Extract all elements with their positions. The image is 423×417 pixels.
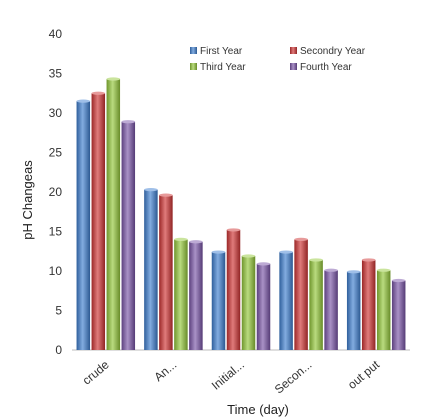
x-category-label: Initial... [209,358,247,393]
legend-swatch-third-year [190,63,197,70]
bar-top-highlight [346,270,361,274]
x-category-label: out put [345,357,383,392]
bar-third-year-secon [309,259,323,350]
bar-top-highlight [91,91,106,95]
bar-third-year-an [174,239,188,350]
y-tick-label: 0 [55,343,62,357]
y-tick-label: 35 [49,67,63,81]
legend-swatch-fourth-year [290,63,297,70]
bar-top-highlight [121,120,136,124]
y-tick-label: 15 [49,225,63,239]
legend-label-first-year: First Year [200,46,243,57]
y-tick-label: 25 [49,146,63,160]
bar-top-highlight [226,228,241,232]
bar-top-highlight [211,250,226,254]
bar-fourth-year-out-put [391,280,406,350]
bar-secondry-year-initial [226,229,241,350]
bar-first-year-out-put [346,271,361,350]
bar-top-highlight [279,250,293,254]
bar-third-year-crude [106,79,121,350]
y-tick-label: 30 [49,106,63,120]
bar-top-highlight [159,193,173,197]
bar-top-highlight [376,268,391,272]
bar-fourth-year-an [189,241,203,350]
y-tick-label: 5 [55,304,62,318]
x-category-label: Secon... [272,358,315,397]
bar-top-highlight [174,237,188,241]
bar-secondry-year-an [159,195,173,350]
bar-third-year-out-put [376,270,391,350]
bar-top-highlight [241,254,256,258]
y-axis-title: pH Changeas [20,160,35,240]
y-tick-label: 20 [49,185,63,199]
bar-fourth-year-secon [324,270,338,350]
bar-first-year-an [144,189,158,350]
bar-fourth-year-crude [121,121,136,350]
bar-first-year-initial [211,252,226,350]
legend: First Year Secondry Year Third Year Fourth … [190,46,366,73]
legend-label-third-year: Third Year [200,62,246,73]
bar-top-highlight [361,258,376,262]
bar-first-year-secon [279,252,293,350]
y-axis-ticks: 0 5 10 15 20 25 30 35 40 [49,27,63,357]
bar-secondry-year-out-put [361,259,376,350]
bar-third-year-initial [241,255,256,350]
x-axis-title: Time (day) [227,402,289,417]
legend-label-fourth-year: Fourth Year [300,62,352,73]
x-category-label: An... [151,358,179,385]
bar-top-highlight [106,77,121,81]
y-tick-label: 10 [49,264,63,278]
legend-swatch-first-year [190,47,197,54]
legend-label-secondry-year: Secondry Year [300,46,366,57]
x-axis-categories: crude An... Initial... Secon... out put [80,357,383,396]
x-category-label: crude [80,357,112,387]
legend-swatch-secondry-year [290,47,297,54]
bar-secondry-year-crude [91,93,106,350]
bar-top-highlight [256,262,271,266]
bar-fourth-year-initial [256,263,271,350]
bar-top-highlight [76,99,91,103]
bars [76,77,406,351]
bar-first-year-crude [76,101,91,351]
bar-top-highlight [309,258,323,262]
bar-top-highlight [324,268,338,272]
bar-top-highlight [189,240,203,244]
bar-top-highlight [294,237,308,241]
bar-top-highlight [144,188,158,192]
y-tick-label: 40 [49,27,63,41]
bar-secondry-year-secon [294,239,308,350]
bar-top-highlight [391,278,406,283]
